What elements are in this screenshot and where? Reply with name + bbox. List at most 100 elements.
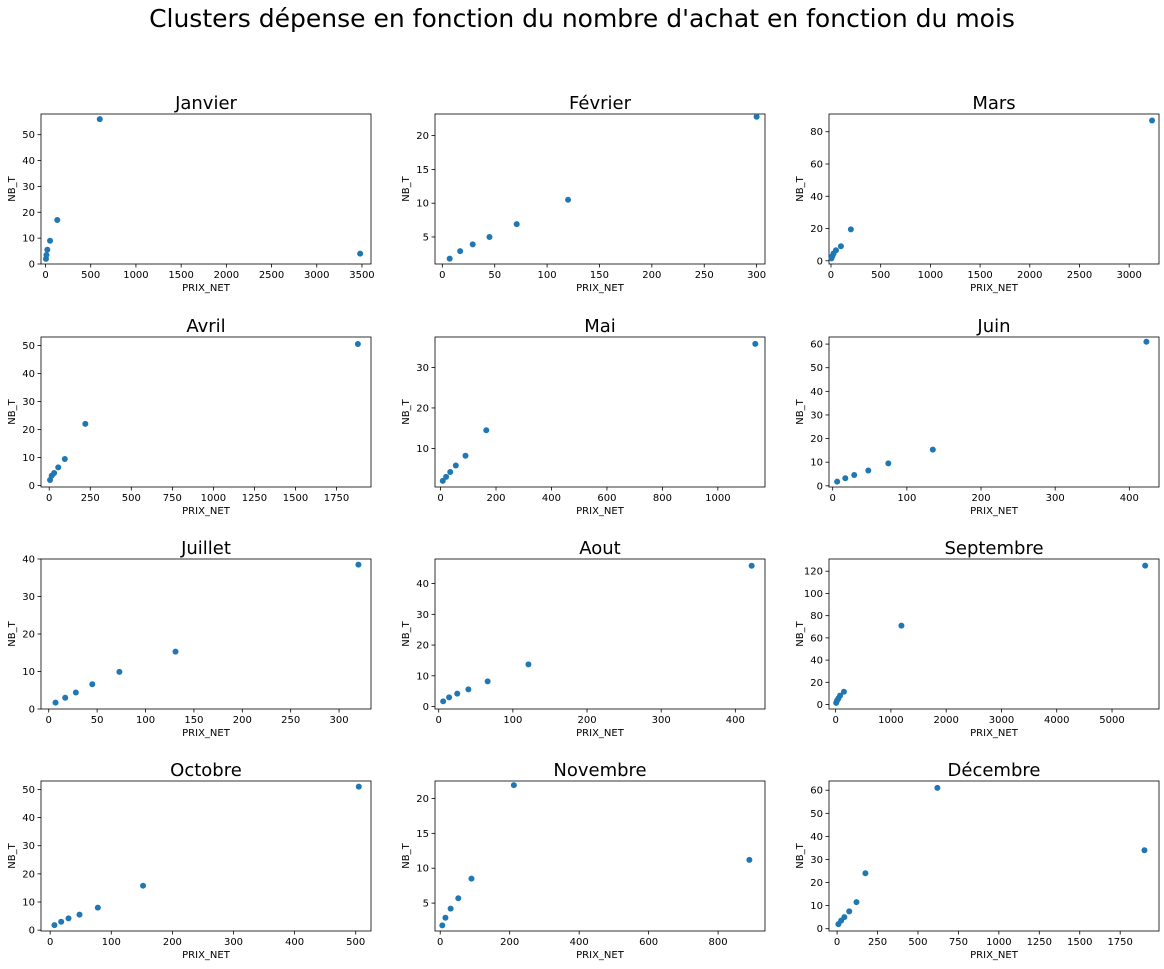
y-tick-label: 40 bbox=[22, 369, 35, 380]
x-tick-label: 50 bbox=[488, 270, 501, 281]
y-tick-label: 10 bbox=[416, 671, 429, 682]
data-point bbox=[96, 116, 103, 123]
panel-title: Novembre bbox=[553, 760, 646, 781]
data-point bbox=[847, 226, 854, 233]
x-tick-label: 500 bbox=[908, 937, 927, 948]
data-point bbox=[865, 467, 872, 474]
axes-frame bbox=[40, 113, 372, 265]
data-point bbox=[457, 248, 464, 255]
x-axis-label: PRIX_NET bbox=[576, 283, 625, 294]
x-tick-label: 0 bbox=[830, 493, 836, 504]
data-point bbox=[454, 690, 461, 697]
data-point bbox=[832, 247, 839, 254]
data-point bbox=[61, 455, 68, 462]
x-tick-label: 0 bbox=[832, 715, 838, 726]
x-tick-label: 1000 bbox=[878, 715, 903, 726]
y-tick-label: 60 bbox=[810, 340, 823, 351]
y-axis-label: NB_T bbox=[401, 842, 412, 868]
x-axis-label: PRIX_NET bbox=[182, 728, 231, 739]
scatter-panel: Septembre 0 1000 2000 3000 4000 5000 0 20 40 60 80 1… bbox=[795, 538, 1160, 739]
data-point bbox=[47, 237, 54, 244]
y-tick-label: 30 bbox=[22, 841, 35, 852]
scatter-panel: Juin 0 100 200 300 400 0 10 20 30 40 50 60 PRIX_NET NB… bbox=[795, 316, 1160, 517]
y-tick-label: 30 bbox=[416, 363, 429, 374]
y-tick-label: 10 bbox=[416, 864, 429, 875]
scatter-panel: Novembre 0 200 400 600 800 5 10 15 20 PRIX_NET NB_T bbox=[401, 760, 766, 961]
data-point bbox=[447, 469, 454, 475]
y-tick-label: 5 bbox=[423, 899, 429, 910]
y-tick-label: 50 bbox=[22, 130, 35, 141]
data-point bbox=[934, 784, 941, 791]
data-point bbox=[837, 692, 844, 699]
y-axis-label: NB_T bbox=[795, 620, 806, 646]
scatter-panel: Juillet 0 50 100 150 200 250 300 0 10 20 30 40 PRIX_N… bbox=[7, 538, 372, 739]
data-point bbox=[62, 694, 69, 701]
data-point bbox=[72, 689, 79, 696]
y-tick-label: 20 bbox=[416, 641, 429, 652]
y-tick-label: 30 bbox=[416, 610, 429, 621]
data-point bbox=[140, 882, 147, 889]
x-tick-label: 0 bbox=[439, 270, 445, 281]
x-axis-label: PRIX_NET bbox=[970, 728, 1019, 739]
x-tick-label: 0 bbox=[46, 493, 52, 504]
data-point bbox=[753, 113, 760, 120]
y-tick-label: 15 bbox=[416, 829, 429, 840]
data-point bbox=[840, 688, 847, 695]
y-tick-label: 30 bbox=[22, 182, 35, 193]
x-tick-label: 3000 bbox=[989, 715, 1014, 726]
y-tick-label: 20 bbox=[810, 224, 823, 235]
data-point bbox=[446, 255, 453, 262]
y-tick-label: 20 bbox=[810, 878, 823, 889]
x-tick-label: 200 bbox=[486, 493, 505, 504]
axes-frame bbox=[434, 780, 766, 932]
x-axis-label: PRIX_NET bbox=[970, 506, 1019, 517]
scatter-panel: Mai 0 200 400 600 800 1000 10 20 30 PRIX_NET NB_T bbox=[401, 316, 766, 517]
y-tick-label: 20 bbox=[810, 434, 823, 445]
data-point bbox=[465, 686, 472, 693]
figure-title: Clusters dépense en fonction du nombre d… bbox=[149, 4, 1015, 33]
x-tick-label: 400 bbox=[285, 937, 304, 948]
y-tick-label: 20 bbox=[22, 630, 35, 641]
y-tick-label: 30 bbox=[810, 855, 823, 866]
data-point bbox=[1143, 338, 1150, 345]
axes-frame bbox=[434, 558, 766, 710]
y-tick-label: 10 bbox=[810, 901, 823, 912]
y-tick-label: 20 bbox=[416, 131, 429, 142]
data-point bbox=[468, 875, 475, 882]
y-tick-label: 20 bbox=[810, 678, 823, 689]
x-tick-label: 200 bbox=[500, 937, 519, 948]
x-tick-label: 250 bbox=[868, 937, 887, 948]
data-point bbox=[89, 681, 96, 688]
data-point bbox=[447, 905, 454, 912]
y-tick-label: 0 bbox=[817, 700, 823, 711]
x-tick-label: 200 bbox=[163, 937, 182, 948]
panel-title: Mars bbox=[972, 93, 1015, 114]
y-tick-label: 60 bbox=[810, 160, 823, 171]
x-tick-label: 1000 bbox=[705, 493, 730, 504]
y-tick-label: 50 bbox=[22, 341, 35, 352]
y-tick-label: 100 bbox=[804, 589, 823, 600]
x-tick-label: 300 bbox=[747, 270, 766, 281]
x-tick-label: 4000 bbox=[1044, 715, 1069, 726]
scatter-panel: Avril 0 250 500 750 1000 1250 1500 1750 0 10 20 30 40… bbox=[7, 316, 372, 517]
panel-title: Septembre bbox=[944, 538, 1043, 559]
y-tick-label: 0 bbox=[423, 702, 429, 713]
data-point bbox=[842, 475, 849, 482]
x-tick-label: 1750 bbox=[1107, 937, 1132, 948]
x-tick-label: 300 bbox=[1046, 493, 1065, 504]
data-point bbox=[43, 251, 50, 258]
data-point bbox=[51, 922, 58, 929]
x-tick-label: 800 bbox=[653, 493, 672, 504]
data-point bbox=[65, 915, 72, 922]
data-point bbox=[58, 918, 65, 925]
y-tick-label: 80 bbox=[810, 611, 823, 622]
data-point bbox=[455, 895, 462, 902]
y-axis-label: NB_T bbox=[401, 175, 412, 201]
axes-frame bbox=[434, 113, 766, 265]
x-tick-label: 600 bbox=[597, 493, 616, 504]
data-point bbox=[52, 699, 59, 706]
data-point bbox=[862, 870, 869, 877]
x-tick-label: 250 bbox=[81, 493, 100, 504]
data-point bbox=[484, 678, 491, 685]
x-tick-label: 0 bbox=[834, 937, 840, 948]
